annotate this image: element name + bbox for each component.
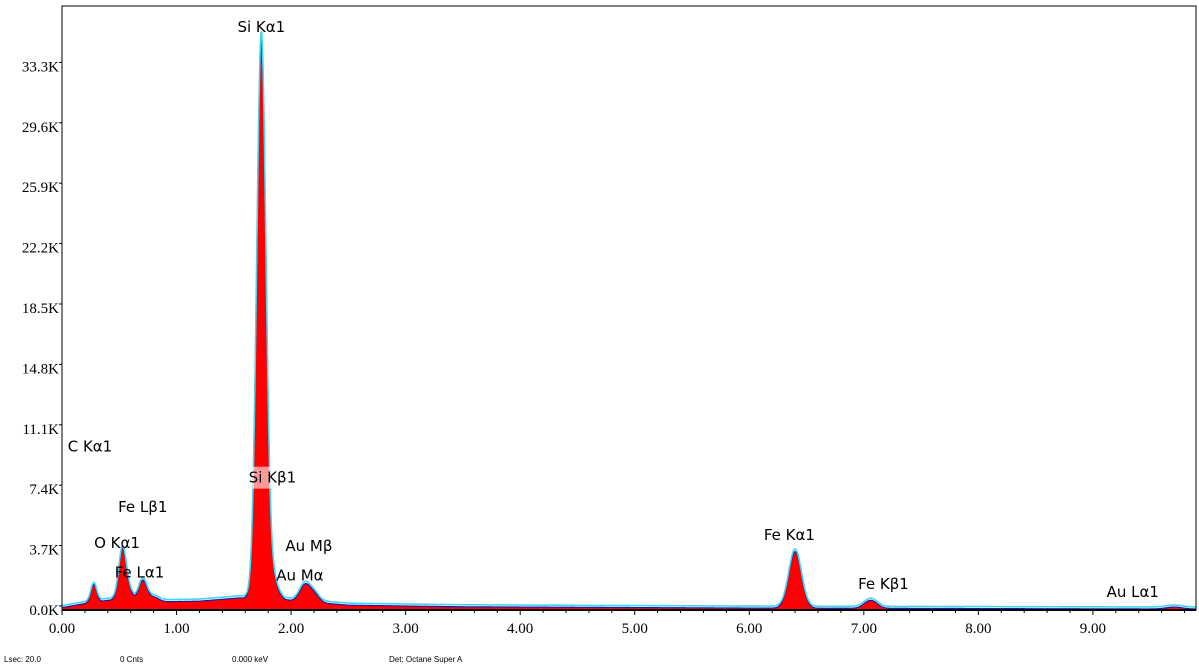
y-tick-label: 22.2K [22, 241, 59, 257]
peak-label: Fe Kβ1 [858, 575, 909, 593]
peak-label: C Kα1 [68, 438, 113, 456]
status-bar: Lsec: 20.0 0 Cnts 0.000 keV Det: Octane … [0, 652, 1199, 667]
x-tick-label: 4.00 [507, 621, 533, 637]
peak-label: O Kα1 [94, 534, 140, 552]
peak-label: Au Mα [276, 567, 323, 585]
plot-frame [61, 5, 1197, 611]
x-tick-label: 0.00 [49, 621, 75, 637]
spectrum-area [62, 33, 1196, 611]
peak-label: Au Lα1 [1107, 583, 1159, 601]
y-tick-label: 25.9K [22, 180, 59, 196]
x-tick-label: 7.00 [851, 621, 877, 637]
x-tick-label: 8.00 [965, 621, 991, 637]
y-tick-label: 33.3K [22, 59, 59, 75]
peak-label: Fe Lβ1 [118, 498, 167, 516]
peak-label: Fe Kα1 [764, 526, 815, 544]
detector-readout: Det: Octane Super A [389, 655, 463, 664]
y-tick-label: 14.8K [22, 361, 59, 377]
x-tick-label: 3.00 [393, 621, 419, 637]
peak-label: Si Kβ1 [249, 469, 296, 487]
x-tick-label: 2.00 [278, 621, 304, 637]
spectrum-chart: 0.00 1.00 2.00 3.00 4.00 5.00 6.00 7.00 8.00 9.00… [22, 5, 1197, 637]
y-tick-label: 18.5K [22, 301, 59, 317]
x-tick-label: 9.00 [1080, 621, 1106, 637]
peak-label-highlight [246, 466, 305, 489]
y-tick-label: 11.1K [22, 422, 59, 438]
x-tick-label: 1.00 [163, 621, 189, 637]
peak-label: Fe Lα1 [115, 563, 165, 581]
spectrum-outline [61, 31, 1197, 608]
y-tick-label: 0.0K [29, 603, 59, 619]
energy-readout: 0.000 keV [232, 655, 269, 664]
counts-readout: 0 Cnts [120, 655, 144, 664]
peak-label: Au Mβ [285, 537, 332, 555]
y-tick-label: 3.7K [29, 543, 59, 559]
x-tick-label: 5.00 [622, 621, 648, 637]
x-tick-label: 6.00 [736, 621, 762, 637]
fit-line [61, 41, 1197, 610]
y-tick-label: 29.6K [22, 120, 59, 136]
live-seconds-readout: Lsec: 20.0 [4, 655, 41, 664]
peak-label: Si Kα1 [237, 18, 285, 36]
y-tick-label: 7.4K [29, 482, 59, 498]
